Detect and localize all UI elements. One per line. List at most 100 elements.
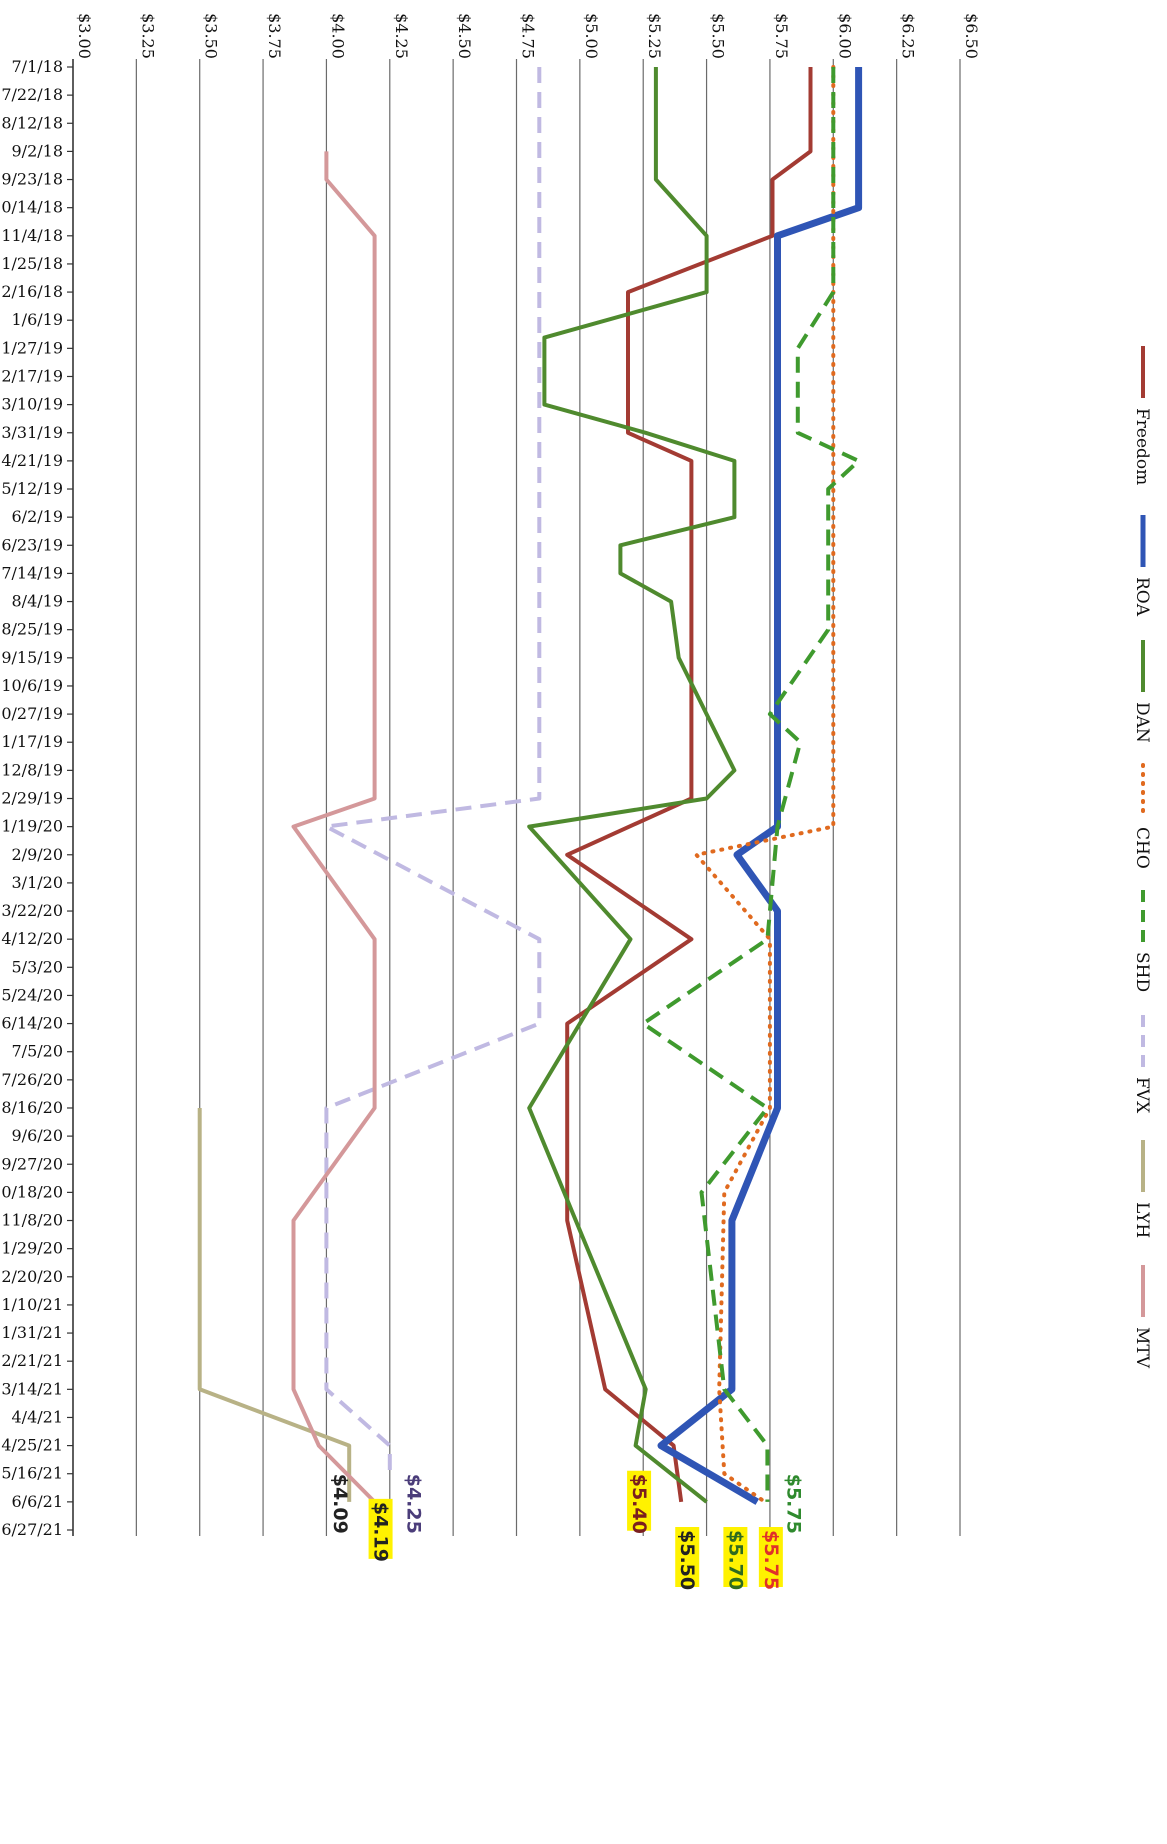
price-tick-label: $3.25 xyxy=(138,13,157,59)
date-tick-label: 4/21/19 xyxy=(1,451,63,470)
end-label-highlight xyxy=(675,1527,700,1587)
date-tick-label: 10/27/19 xyxy=(0,704,63,723)
end-label: $5.75 xyxy=(758,1527,783,1590)
date-tick-label: 10/6/19 xyxy=(1,676,63,695)
date-tick-label: 3/1/20 xyxy=(12,873,64,892)
series-line-roa xyxy=(657,67,863,1505)
date-tick-label: 1/31/21 xyxy=(1,1323,63,1342)
price-tick-label: $6.25 xyxy=(899,13,918,59)
legend-label-fvx: FVX xyxy=(1132,1077,1152,1114)
date-tick-label: 7/1/18 xyxy=(12,57,64,76)
price-tick-label: $4.25 xyxy=(392,13,411,59)
date-tick-label: 9/2/18 xyxy=(12,141,64,160)
date-tick-label: 5/12/19 xyxy=(1,479,63,498)
date-tick-label: 12/16/18 xyxy=(0,282,63,301)
date-tick-label: 10/18/20 xyxy=(0,1182,63,1201)
legend-label-freedom: Freedom xyxy=(1132,408,1152,485)
price-tick-label: $5.75 xyxy=(772,13,791,59)
price-tick-label: $3.00 xyxy=(75,13,94,59)
date-tick-label: 12/8/19 xyxy=(1,760,63,779)
date-tick-label: 11/8/20 xyxy=(1,1211,63,1230)
date-tick-label: 7/26/20 xyxy=(1,1070,63,1089)
end-label: $5.50 xyxy=(675,1527,700,1590)
end-label-text: $5.50 xyxy=(676,1530,698,1590)
end-label: $5.40 xyxy=(627,1470,652,1534)
date-tick-label: 4/4/21 xyxy=(12,1407,64,1426)
date-tick-label: 11/29/20 xyxy=(0,1239,63,1258)
price-tick-label: $3.75 xyxy=(265,13,284,59)
legend-label-roa: ROA xyxy=(1132,577,1152,617)
date-tick-label: 2/21/21 xyxy=(1,1351,63,1370)
series-layer xyxy=(197,65,863,1505)
date-tick-label: 5/16/21 xyxy=(1,1464,63,1483)
date-tick-label: 1/6/19 xyxy=(12,310,64,329)
price-tick-label: $5.50 xyxy=(709,13,728,59)
date-tick-label: 3/14/21 xyxy=(1,1379,63,1398)
price-tick-label: $6.50 xyxy=(962,13,981,59)
legend-label-mtv: MTV xyxy=(1132,1327,1152,1369)
date-tick-label: 2/9/20 xyxy=(12,845,64,864)
end-label-text: $4.25 xyxy=(403,1474,425,1534)
date-tick-label: 4/12/20 xyxy=(1,929,63,948)
end-labels-layer: $4.09 $4.19 $4.25 $5.40 $5.50 $5.70 $5.75$5.75 xyxy=(329,1470,805,1590)
date-tick-label: 6/23/19 xyxy=(1,535,63,554)
date-tick-label: 7/22/18 xyxy=(1,85,63,104)
end-label: $4.19 xyxy=(368,1498,393,1562)
date-tick-label: 9/6/20 xyxy=(12,1126,64,1145)
date-tick-label: 10/14/18 xyxy=(0,198,63,217)
date-tick-label: 3/10/19 xyxy=(1,395,63,414)
price-tick-label: $5.00 xyxy=(582,13,601,59)
date-tick-label: 4/25/21 xyxy=(1,1436,63,1455)
end-label-text: $5.75 xyxy=(783,1474,805,1534)
date-tick-label: 12/29/19 xyxy=(0,789,63,808)
date-tick-label: 6/2/19 xyxy=(12,507,64,526)
end-label-highlight xyxy=(368,1498,393,1559)
legend-label-dan: DAN xyxy=(1132,702,1152,743)
date-tick-label: 9/27/20 xyxy=(1,1154,63,1173)
end-label-highlight xyxy=(758,1527,783,1587)
series-line-dan xyxy=(527,67,737,1504)
date-tick-label: 8/25/19 xyxy=(1,620,63,639)
legend: Freedom ROA DAN CHO SHD FVX LYH MTV xyxy=(1132,346,1152,1369)
end-label-text: $5.40 xyxy=(628,1474,650,1534)
date-tick-label: 9/23/18 xyxy=(1,170,63,189)
date-axis-ticks: 7/1/18 7/22/18 8/12/18 9/2/18 9/23/18 10/14/1… xyxy=(0,57,73,1539)
price-tick-label: $6.00 xyxy=(835,13,854,59)
end-label-highlight xyxy=(627,1470,652,1531)
price-tick-label: $4.50 xyxy=(455,13,474,59)
date-tick-label: 11/25/18 xyxy=(0,254,63,273)
price-tick-label: $4.00 xyxy=(328,13,347,59)
price-tick-label: $3.50 xyxy=(202,13,221,59)
price-axis-ticks: $3.00 $3.25 $3.50 $3.75 $4.00 $4.25 $4.50 $4.75… xyxy=(75,13,981,59)
date-tick-label: 3/31/19 xyxy=(1,423,63,442)
date-tick-label: 6/27/21 xyxy=(1,1520,63,1539)
legend-label-lyh: LYH xyxy=(1132,1202,1152,1238)
end-label-text: $4.19 xyxy=(370,1502,392,1562)
date-tick-label: 7/14/19 xyxy=(1,563,63,582)
end-label: $4.25 xyxy=(403,1474,425,1534)
end-label: $5.75 xyxy=(783,1474,805,1534)
date-tick-label: 8/4/19 xyxy=(12,592,64,611)
end-label-text: $5.70 xyxy=(724,1530,746,1590)
date-tick-label: 6/6/21 xyxy=(12,1492,64,1511)
grid-layer xyxy=(72,59,961,1536)
date-tick-label: 6/14/20 xyxy=(1,1014,63,1033)
date-tick-label: 8/12/18 xyxy=(1,113,63,132)
date-tick-label: 2/17/19 xyxy=(1,366,63,385)
date-tick-label: 12/20/20 xyxy=(0,1267,63,1286)
end-label: $5.70 xyxy=(723,1527,748,1590)
date-tick-label: 3/22/20 xyxy=(1,901,63,920)
series-line-shd xyxy=(641,67,861,1502)
date-tick-label: 1/27/19 xyxy=(1,338,63,357)
date-tick-label: 11/17/19 xyxy=(0,732,63,751)
end-label-text: $5.75 xyxy=(760,1530,782,1590)
series-line-fvx xyxy=(324,67,542,1474)
end-label-highlight xyxy=(723,1527,748,1587)
date-tick-label: 1/10/21 xyxy=(1,1295,63,1314)
price-tick-label: $4.75 xyxy=(519,13,538,59)
price-tick-label: $5.25 xyxy=(645,13,664,59)
series-line-cho xyxy=(694,65,836,1504)
end-label: $4.09 xyxy=(329,1474,351,1534)
date-tick-label: 1/19/20 xyxy=(1,817,63,836)
